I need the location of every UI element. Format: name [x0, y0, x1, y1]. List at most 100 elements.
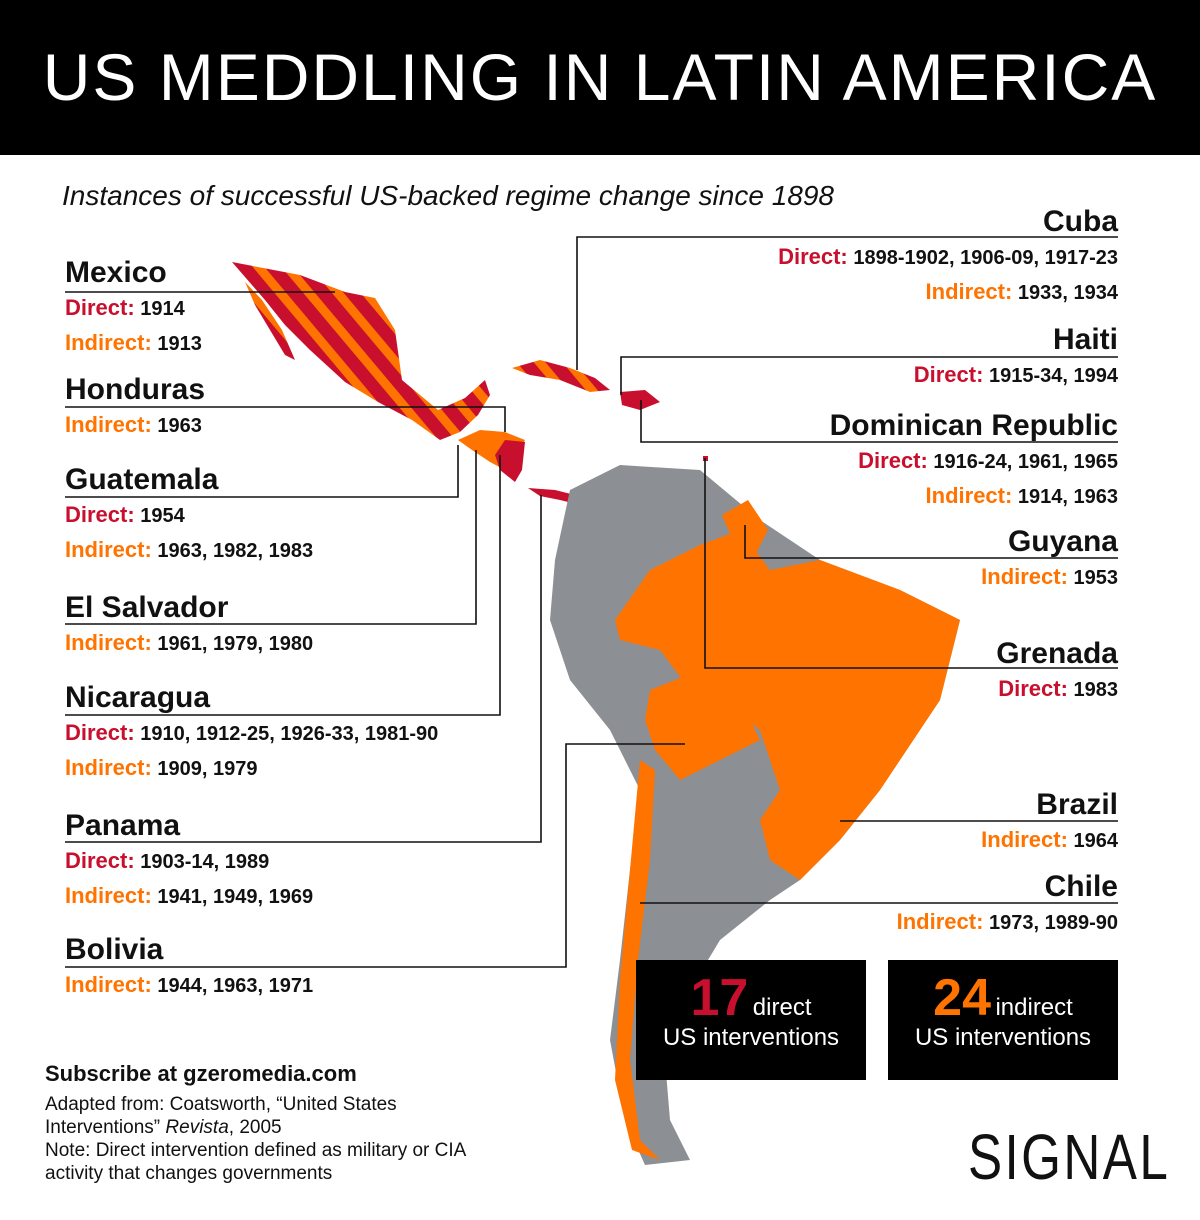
- years: 1953: [1073, 567, 1119, 589]
- country: Bolivia Indirect: 1944, 1963, 1971: [65, 932, 313, 1003]
- intervention-type: Indirect:: [896, 909, 984, 934]
- country-name: Dominican Republic: [829, 409, 1118, 442]
- intervention-type: Indirect:: [981, 564, 1068, 589]
- total-number: 17: [690, 969, 749, 1027]
- total-word: indirect: [995, 994, 1073, 1021]
- country: Cuba Direct: 1898-1902, 1906-09, 1917-23 I…: [778, 204, 1118, 310]
- leader-line: [65, 450, 477, 625]
- country-name: Mexico: [65, 256, 167, 289]
- leader-line: [576, 236, 1118, 370]
- bolivia-shape: [645, 670, 760, 780]
- total-word: direct: [752, 994, 812, 1021]
- country: Brazil Indirect: 1964: [981, 787, 1118, 858]
- intervention-type: Direct:: [913, 362, 984, 387]
- total-box: 17 direct US interventions: [636, 960, 866, 1080]
- mexico-shape: [232, 262, 490, 440]
- intervention-type: Direct:: [998, 676, 1068, 701]
- leader-line: [620, 356, 1118, 395]
- logo: SIGNAL: [968, 1121, 1171, 1193]
- cuba-shape: [512, 360, 610, 392]
- intervention-type: Direct:: [858, 448, 928, 473]
- country: Haiti Direct: 1915-34, 1994: [914, 322, 1118, 393]
- years: 1898-1902, 1906-09, 1917-23: [853, 247, 1118, 269]
- intervention-line: Direct: 1954: [65, 498, 313, 533]
- leader-line: [704, 458, 1118, 669]
- country: Guyana Indirect: 1953: [981, 524, 1118, 595]
- note: Note: Direct intervention defined as mil…: [45, 1140, 466, 1184]
- intervention-line: Indirect: 1961, 1979, 1980: [65, 626, 313, 661]
- total-headline: 17 direct: [636, 968, 866, 1028]
- years: 1915-34, 1994: [988, 365, 1118, 387]
- total-text: US interventions: [662, 1024, 840, 1051]
- leader-line: [65, 406, 506, 432]
- source-italic: Revista: [165, 1117, 229, 1138]
- intervention-type: Direct:: [65, 502, 135, 527]
- country: Panama Direct: 1903-14, 1989 Indirect: 194…: [65, 808, 313, 914]
- years: 1909, 1979: [157, 758, 258, 780]
- years: 1914, 1963: [1017, 486, 1118, 508]
- intervention-type: Indirect:: [65, 972, 152, 997]
- country: Chile Indirect: 1973, 1989-90: [897, 869, 1118, 940]
- intervention-line: Direct: 1910, 1912-25, 1926-33, 1981-90: [65, 716, 438, 751]
- years: 1963, 1982, 1983: [157, 540, 314, 562]
- brazil-shape: [615, 530, 960, 880]
- total-box: 24 indirect US interventions: [888, 960, 1118, 1080]
- subscribe: Subscribe at gzeromedia.com: [45, 1061, 357, 1086]
- source-text: Adapted from: Coatsworth, “United States…: [45, 1094, 397, 1138]
- panama-shape: [528, 488, 580, 505]
- country-name: Cuba: [1043, 205, 1118, 238]
- intervention-type: Direct:: [65, 295, 135, 320]
- leader-lines: [65, 236, 1118, 968]
- source: Adapted from: Coatsworth, “United States…: [45, 1093, 515, 1139]
- total-headline: 24 indirect: [888, 968, 1118, 1028]
- intervention-line: Indirect: 1914, 1963: [830, 479, 1118, 514]
- intervention-type: Direct:: [65, 720, 135, 745]
- years: 1973, 1989-90: [988, 912, 1118, 934]
- years: 1910, 1912-25, 1926-33, 1981-90: [140, 723, 439, 745]
- intervention-line: Direct: 1983: [996, 672, 1118, 707]
- intervention-line: Direct: 1916-24, 1961, 1965: [830, 444, 1118, 479]
- years: 1983: [1073, 679, 1119, 701]
- country-name: Nicaragua: [65, 681, 211, 714]
- years: 1954: [140, 505, 185, 527]
- country: Honduras Indirect: 1963: [65, 372, 205, 443]
- country: Nicaragua Direct: 1910, 1912-25, 1926-33,…: [65, 680, 438, 786]
- intervention-type: Indirect:: [65, 412, 152, 437]
- country-name: Honduras: [65, 373, 206, 406]
- intervention-type: Indirect:: [65, 630, 152, 655]
- intervention-type: Indirect:: [65, 330, 152, 355]
- country: El Salvador Indirect: 1961, 1979, 1980: [65, 590, 313, 661]
- country-name: Guatemala: [65, 463, 219, 496]
- country-name: Chile: [1044, 870, 1118, 903]
- intervention-line: Direct: 1915-34, 1994: [914, 358, 1118, 393]
- leader-line: [65, 743, 685, 968]
- intervention-line: Indirect: 1944, 1963, 1971: [65, 968, 313, 1003]
- country-name: Grenada: [996, 637, 1118, 670]
- intervention-line: Indirect: 1973, 1989-90: [897, 905, 1118, 940]
- leader-line: [744, 525, 1118, 559]
- country: Dominican Republic Direct: 1916-24, 1961,…: [830, 408, 1118, 514]
- intervention-line: Direct: 1914: [65, 291, 202, 326]
- years: 1916-24, 1961, 1965: [933, 451, 1118, 473]
- subtitle: Instances of successful US-backed regime…: [62, 180, 834, 211]
- source-text: , 2005: [228, 1117, 282, 1138]
- leader-line: [65, 455, 501, 716]
- years: 1913: [157, 333, 202, 355]
- intervention-line: Indirect: 1909, 1979: [65, 751, 438, 786]
- country-name: Brazil: [1036, 788, 1118, 821]
- intervention-type: Indirect:: [65, 537, 152, 562]
- intervention-type: Indirect:: [925, 279, 1013, 304]
- country-name: El Salvador: [65, 591, 229, 624]
- intervention-line: Indirect: 1963: [65, 408, 205, 443]
- country-name: Haiti: [1052, 323, 1118, 356]
- intervention-type: Direct:: [778, 244, 848, 269]
- baja-shape: [245, 282, 295, 360]
- leader-line: [640, 400, 1118, 443]
- total-number: 24: [933, 969, 991, 1027]
- intervention-line: Direct: 1898-1902, 1906-09, 1917-23: [778, 240, 1118, 275]
- leader-line: [65, 445, 459, 498]
- years: 1963: [157, 415, 202, 437]
- years: 1964: [1073, 830, 1119, 852]
